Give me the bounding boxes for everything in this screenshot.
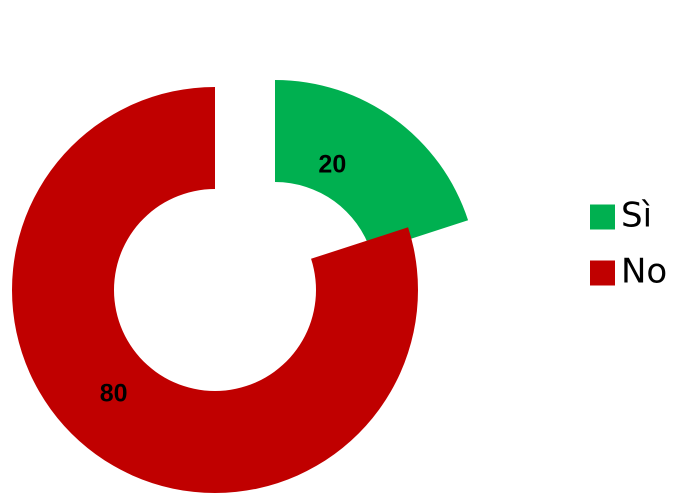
data-label-no: 80 — [100, 380, 128, 408]
legend: Sì No — [590, 196, 667, 292]
legend-label-si: Sì — [621, 196, 652, 236]
donut-slices — [11, 80, 469, 494]
legend-swatch-no — [590, 260, 615, 286]
slice-no — [11, 87, 419, 494]
legend-label-no: No — [621, 252, 667, 292]
legend-swatch-si — [590, 204, 615, 230]
slice-si — [275, 80, 469, 252]
data-label-si: 20 — [318, 151, 346, 179]
